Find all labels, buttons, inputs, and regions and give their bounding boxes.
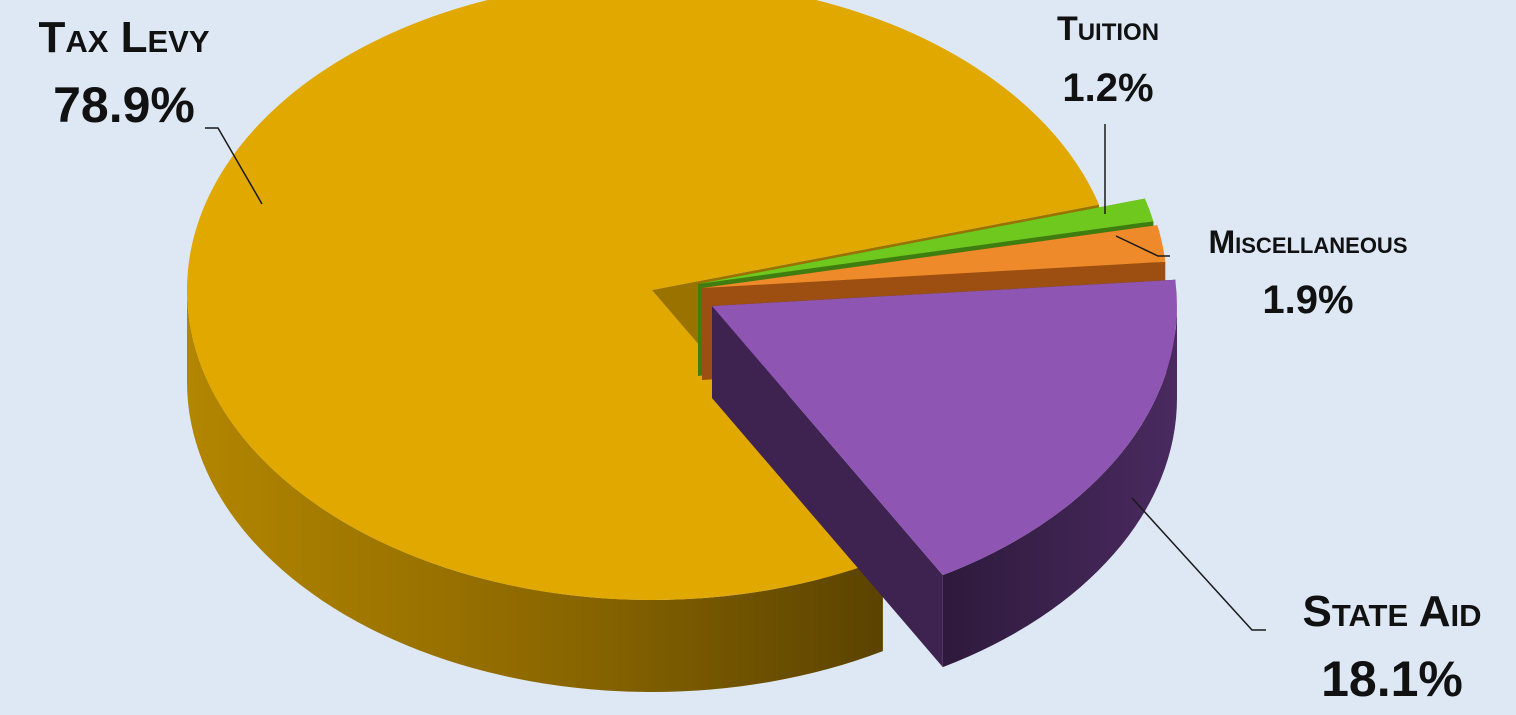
pie-top-tax-levy xyxy=(187,0,1099,600)
slice-label-tuition: Tuition xyxy=(1056,10,1160,48)
leader-line-miscellaneous xyxy=(1115,235,1170,257)
pie-top-tuition xyxy=(698,198,1154,284)
pie-top-miscellaneous xyxy=(702,225,1166,288)
slice-label-state-aid: State Aid xyxy=(1302,587,1482,636)
slice-value-state-aid: 18.1% xyxy=(1321,651,1463,707)
label-state-aid: State Aid 18.1% xyxy=(1268,587,1516,707)
pie-top-state-aid xyxy=(712,279,1177,576)
pie-slice-state-aid xyxy=(712,279,1177,668)
slice-label-miscellaneous: Miscellaneous xyxy=(1208,224,1408,260)
slice-label-tax-levy: Tax Levy xyxy=(38,13,210,62)
pie-wall-state-aid-1 xyxy=(712,306,943,668)
leader-line-tax-levy xyxy=(205,127,263,205)
slice-value-tax-levy: 78.9% xyxy=(53,77,195,133)
pie-rim-tax-levy xyxy=(187,290,883,692)
leader-line-state-aid xyxy=(1131,497,1266,631)
slice-value-miscellaneous: 1.9% xyxy=(1262,278,1354,322)
label-tuition: Tuition 1.2% xyxy=(1008,12,1208,108)
pie-rim-state-aid xyxy=(942,306,1177,668)
label-tax-levy: Tax Levy 78.9% xyxy=(0,13,248,133)
slice-value-tuition: 1.2% xyxy=(1062,66,1154,110)
label-miscellaneous: Miscellaneous 1.9% xyxy=(1160,226,1456,320)
